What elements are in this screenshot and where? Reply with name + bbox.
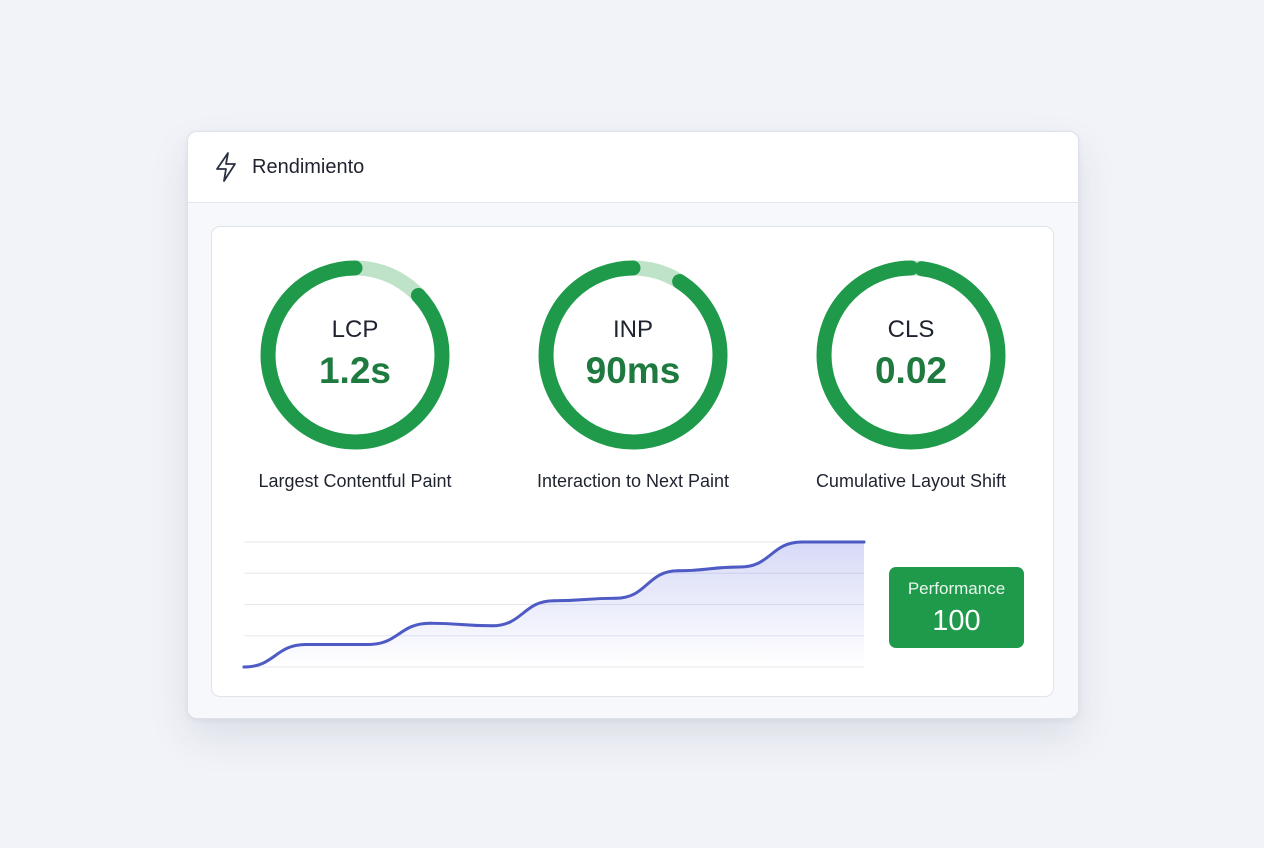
- chart-point: [862, 540, 866, 544]
- trend-area: [244, 542, 864, 667]
- score-label: Performance: [907, 579, 1006, 598]
- chart-point: [490, 624, 494, 628]
- inp-abbr: INP: [613, 316, 653, 343]
- chart-point: [800, 540, 804, 544]
- performance-trend-chart: [242, 540, 866, 669]
- chart-point: [242, 665, 246, 669]
- lcp-value: 1.2s: [319, 350, 391, 391]
- lcp-gauge-arc: [260, 260, 450, 450]
- cls-abbr: CLS: [888, 316, 935, 343]
- metric-lcp: LCP 1.2s Largest Contentful Paint: [235, 258, 475, 492]
- metric-inp: INP 90ms Interaction to Next Paint: [513, 258, 753, 492]
- inp-value: 90ms: [586, 350, 681, 391]
- performance-score-badge: Performance 100: [889, 567, 1024, 648]
- chart-point: [428, 621, 432, 625]
- metrics-panel: LCP 1.2s Largest Contentful Paint INP 90…: [211, 226, 1054, 697]
- lcp-gauge: LCP 1.2s: [260, 260, 450, 450]
- card-header: Rendimiento: [188, 132, 1078, 203]
- cls-value: 0.02: [875, 350, 947, 391]
- cls-gauge-arc: [816, 260, 1006, 450]
- inp-gauge: INP 90ms: [538, 260, 728, 450]
- chart-point: [304, 643, 308, 646]
- lcp-description: Largest Contentful Paint: [258, 471, 452, 491]
- score-value: 100: [932, 605, 981, 637]
- inp-description: Interaction to Next Paint: [536, 471, 730, 491]
- inp-gauge-arc: [538, 260, 728, 450]
- lightning-bolt-icon: [216, 152, 236, 182]
- lcp-abbr: LCP: [332, 316, 379, 343]
- card-title: Rendimiento: [252, 155, 365, 178]
- chart-point: [614, 596, 618, 600]
- chart-point: [552, 599, 556, 603]
- chart-point: [738, 565, 742, 569]
- performance-card: Rendimiento LCP 1.2s Largest Contentful …: [187, 131, 1079, 719]
- chart-point: [366, 643, 370, 646]
- chart-point: [676, 569, 680, 573]
- metric-cls: CLS 0.02 Cumulative Layout Shift: [791, 258, 1031, 492]
- cls-description: Cumulative Layout Shift: [815, 471, 1007, 491]
- cls-gauge: CLS 0.02: [816, 260, 1006, 450]
